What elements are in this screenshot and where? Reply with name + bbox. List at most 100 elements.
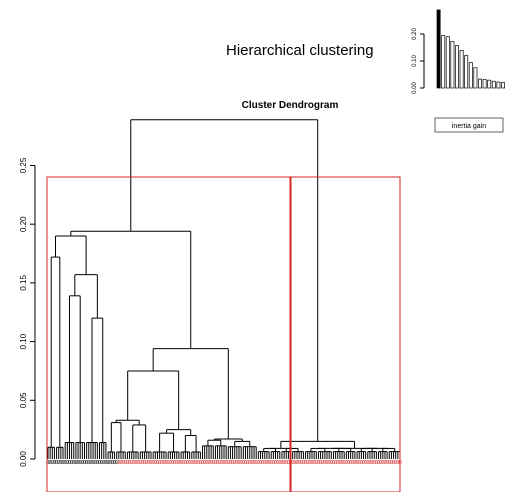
y-tick-label: 0.20 xyxy=(19,216,28,232)
leaf-label xyxy=(305,460,310,464)
leaf-label xyxy=(224,460,228,464)
leaf-label xyxy=(310,460,314,464)
leaf-label xyxy=(123,460,128,464)
leaf-label xyxy=(391,460,396,464)
leaf-label xyxy=(189,460,194,464)
inertia-bar xyxy=(441,35,446,89)
leaf-label xyxy=(142,460,147,464)
leaf-label xyxy=(114,460,119,464)
leaf-label xyxy=(271,460,276,464)
leaf-label xyxy=(172,460,177,464)
leaf-label xyxy=(209,460,213,464)
leaf-label xyxy=(179,460,183,464)
leaf-label xyxy=(215,460,220,464)
leaf-label xyxy=(121,460,125,464)
leaf-label xyxy=(241,460,246,464)
leaf-label xyxy=(314,460,319,464)
leaf-label xyxy=(97,460,102,464)
inertia-bar xyxy=(491,80,496,89)
y-tick-label: 0.00 xyxy=(19,451,28,467)
leaf-label xyxy=(338,460,342,464)
leaf-label xyxy=(162,460,166,464)
dendrogram-branches xyxy=(46,119,402,464)
inertia-bar xyxy=(473,67,478,89)
inertia-bar xyxy=(487,79,492,89)
leaf-label xyxy=(385,460,389,464)
leaf-label xyxy=(207,460,211,464)
leaf-label xyxy=(323,460,327,464)
leaf-label xyxy=(316,460,321,464)
leaf-label xyxy=(108,460,113,464)
leaf-label xyxy=(393,460,398,464)
inertia-bar xyxy=(478,78,482,89)
leaf-label xyxy=(149,460,153,464)
leaf-label xyxy=(196,460,201,464)
leaf-label xyxy=(308,460,312,464)
leaf-label xyxy=(275,460,280,464)
leaf-label xyxy=(284,460,289,464)
leaf-label xyxy=(99,460,104,464)
leaf-label xyxy=(380,460,385,464)
leaf-label xyxy=(198,460,203,464)
leaf-label xyxy=(396,460,400,464)
leaf-label xyxy=(91,460,95,464)
page-title: Hierarchical clustering xyxy=(226,42,374,59)
leaf-label xyxy=(299,460,304,464)
leaf-label xyxy=(159,460,164,464)
leaf-label xyxy=(101,460,106,464)
leaf-label xyxy=(378,460,383,464)
leaf-label xyxy=(67,460,72,464)
leaf-label xyxy=(157,460,162,464)
leaf-label xyxy=(213,460,218,464)
leaf-label xyxy=(297,460,301,464)
leaf-label xyxy=(134,460,138,464)
y-tick-label: 0.25 xyxy=(19,157,28,173)
leaf-label xyxy=(56,460,61,464)
leaf-label xyxy=(355,460,359,464)
leaf-label xyxy=(69,460,74,464)
leaf-label xyxy=(80,460,85,464)
leaf-label xyxy=(258,460,263,464)
inertia-bar xyxy=(468,62,473,89)
leaf-label xyxy=(295,460,299,464)
leaf-label xyxy=(78,460,83,464)
leaf-label xyxy=(269,460,274,464)
leaf-label xyxy=(239,460,244,464)
leaf-label xyxy=(327,460,332,464)
leaf-label xyxy=(125,460,130,464)
inset-y-tick-label: 0.20 xyxy=(412,28,418,40)
leaf-label xyxy=(353,460,357,464)
leaf-label xyxy=(247,460,252,464)
leaf-label xyxy=(129,460,134,464)
leaf-label xyxy=(84,460,89,464)
leaf-label xyxy=(153,460,158,464)
leaf-label xyxy=(346,460,351,464)
leaf-label xyxy=(194,460,198,464)
inertia-bar xyxy=(459,50,464,89)
leaf-label xyxy=(138,460,143,464)
leaf-label xyxy=(95,460,100,464)
leaf-label xyxy=(110,460,115,464)
leaf-label xyxy=(226,460,231,464)
leaf-label xyxy=(282,460,286,464)
y-tick-label: 0.05 xyxy=(19,392,28,408)
leaf-label xyxy=(376,460,381,464)
leaf-label xyxy=(301,460,306,464)
y-tick-label: 0.10 xyxy=(19,333,28,349)
leaf-label xyxy=(104,460,108,464)
leaf-label xyxy=(89,460,93,464)
leaf-label xyxy=(65,460,70,464)
leaf-label xyxy=(344,460,349,464)
leaf-label xyxy=(217,460,222,464)
inertia-label-box xyxy=(434,117,504,133)
leaf-label xyxy=(220,460,224,464)
leaf-label xyxy=(166,460,171,464)
leaf-label xyxy=(76,460,80,464)
inertia-label: inertia gain xyxy=(452,123,486,130)
leaf-label xyxy=(340,460,344,464)
leaf-label xyxy=(325,460,329,464)
leaf-label xyxy=(202,460,207,464)
leaf-label xyxy=(232,460,237,464)
leaf-label xyxy=(280,460,284,464)
leaf-label xyxy=(350,460,355,464)
